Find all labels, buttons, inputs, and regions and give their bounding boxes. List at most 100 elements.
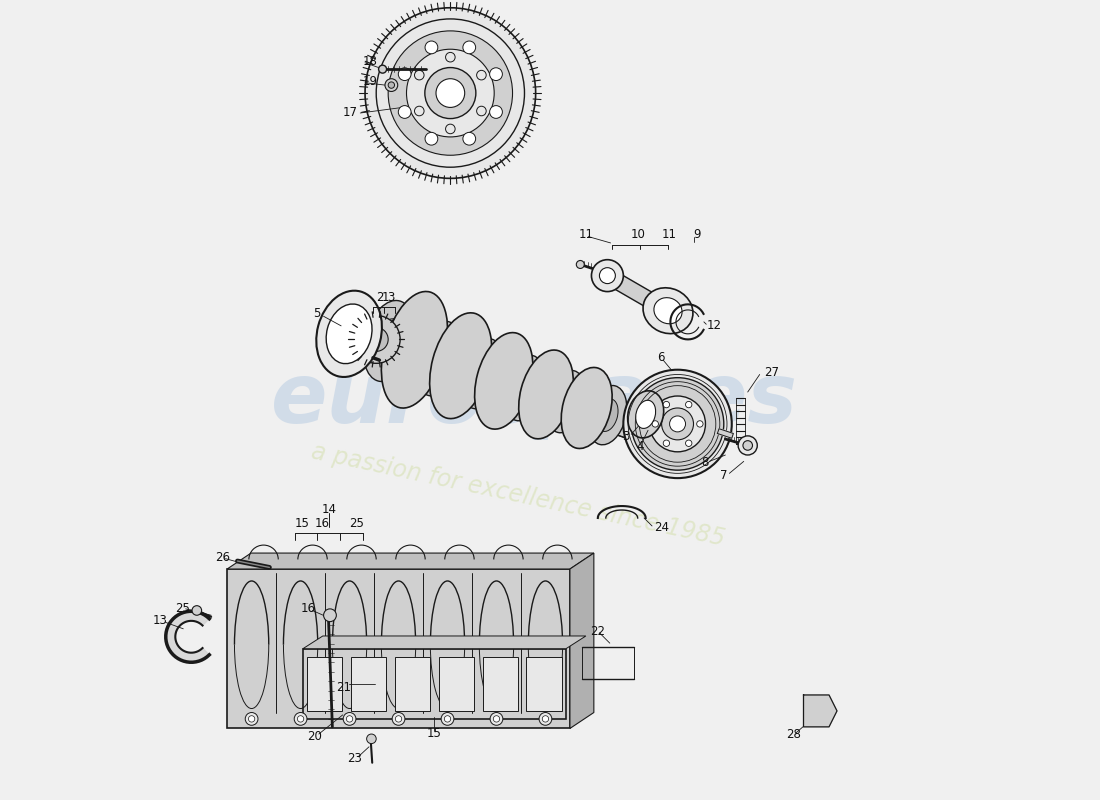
Circle shape xyxy=(343,713,356,726)
Text: 7: 7 xyxy=(719,470,727,482)
Circle shape xyxy=(294,713,307,726)
Circle shape xyxy=(600,268,615,284)
Text: 26: 26 xyxy=(216,550,230,563)
Polygon shape xyxy=(166,611,209,662)
Circle shape xyxy=(297,716,304,722)
Text: 24: 24 xyxy=(653,521,669,534)
Circle shape xyxy=(476,70,486,80)
Circle shape xyxy=(425,132,438,145)
Circle shape xyxy=(663,402,670,408)
Text: 6: 6 xyxy=(658,351,666,364)
Ellipse shape xyxy=(375,318,403,363)
Ellipse shape xyxy=(460,338,504,409)
Circle shape xyxy=(491,713,503,726)
Ellipse shape xyxy=(653,298,682,324)
Text: 17: 17 xyxy=(343,106,358,119)
Text: 25: 25 xyxy=(349,517,364,530)
Bar xyxy=(395,657,430,711)
Circle shape xyxy=(245,713,258,726)
Ellipse shape xyxy=(327,304,372,364)
Circle shape xyxy=(493,716,499,722)
Ellipse shape xyxy=(430,313,492,418)
Text: 16: 16 xyxy=(300,602,316,615)
Circle shape xyxy=(539,713,552,726)
Text: 15: 15 xyxy=(427,726,442,740)
Text: 11: 11 xyxy=(662,229,678,242)
Circle shape xyxy=(366,734,376,744)
Text: 18: 18 xyxy=(363,54,377,68)
Circle shape xyxy=(323,609,337,622)
Circle shape xyxy=(392,713,405,726)
Circle shape xyxy=(407,50,494,137)
Circle shape xyxy=(490,106,503,118)
Text: 3: 3 xyxy=(621,430,629,443)
Ellipse shape xyxy=(513,370,536,406)
Ellipse shape xyxy=(382,291,448,408)
Circle shape xyxy=(425,67,476,118)
Polygon shape xyxy=(803,695,837,727)
Text: 23: 23 xyxy=(346,752,362,766)
Text: 15: 15 xyxy=(295,517,310,530)
Text: 12: 12 xyxy=(706,319,722,332)
Text: 9: 9 xyxy=(693,229,701,242)
Text: 27: 27 xyxy=(763,366,779,378)
Ellipse shape xyxy=(561,367,612,449)
Ellipse shape xyxy=(588,386,627,445)
Ellipse shape xyxy=(415,321,462,396)
Circle shape xyxy=(446,124,455,134)
Bar xyxy=(302,649,565,719)
Text: 10: 10 xyxy=(630,229,645,242)
Circle shape xyxy=(624,370,732,478)
Circle shape xyxy=(378,65,386,73)
Ellipse shape xyxy=(592,260,624,291)
Text: eurospares: eurospares xyxy=(271,359,798,441)
Circle shape xyxy=(346,716,353,722)
Circle shape xyxy=(376,19,525,167)
Circle shape xyxy=(388,31,513,155)
Ellipse shape xyxy=(554,385,578,418)
Circle shape xyxy=(650,396,705,452)
Circle shape xyxy=(249,716,255,722)
Text: 19: 19 xyxy=(363,74,377,88)
Circle shape xyxy=(446,53,455,62)
Circle shape xyxy=(436,78,464,107)
Bar xyxy=(527,657,562,711)
Text: 21: 21 xyxy=(337,682,351,694)
Ellipse shape xyxy=(636,400,656,429)
Circle shape xyxy=(192,606,201,615)
Circle shape xyxy=(652,421,659,427)
Circle shape xyxy=(661,408,693,440)
Circle shape xyxy=(463,41,475,54)
Polygon shape xyxy=(604,269,672,318)
Circle shape xyxy=(490,68,503,81)
Circle shape xyxy=(385,78,398,91)
Circle shape xyxy=(670,416,685,432)
Text: a passion for excellence since 1985: a passion for excellence since 1985 xyxy=(309,440,727,551)
Ellipse shape xyxy=(426,338,451,379)
Text: 11: 11 xyxy=(579,229,594,242)
Polygon shape xyxy=(717,429,734,438)
Text: 25: 25 xyxy=(175,602,190,615)
Circle shape xyxy=(388,82,395,88)
Circle shape xyxy=(365,8,536,178)
Text: 20: 20 xyxy=(307,730,321,743)
Ellipse shape xyxy=(596,399,618,431)
Circle shape xyxy=(738,436,757,455)
Ellipse shape xyxy=(470,354,494,393)
Ellipse shape xyxy=(317,290,382,377)
Circle shape xyxy=(444,716,451,722)
Circle shape xyxy=(631,378,724,470)
Text: 2: 2 xyxy=(375,290,383,304)
Ellipse shape xyxy=(546,370,586,433)
Bar xyxy=(227,569,570,729)
Circle shape xyxy=(395,716,402,722)
Circle shape xyxy=(542,716,549,722)
Circle shape xyxy=(663,440,670,446)
Text: 3: 3 xyxy=(387,290,394,304)
Circle shape xyxy=(441,713,454,726)
Text: 5: 5 xyxy=(314,307,320,321)
Bar xyxy=(483,657,518,711)
Circle shape xyxy=(364,327,388,351)
Text: 4: 4 xyxy=(636,440,644,453)
Ellipse shape xyxy=(363,301,415,382)
